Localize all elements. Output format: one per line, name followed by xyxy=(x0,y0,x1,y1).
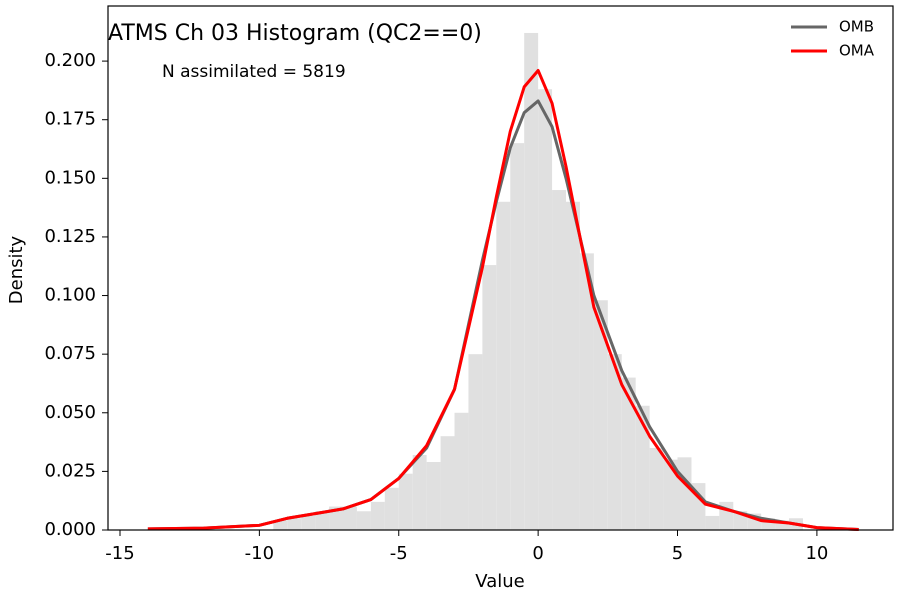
histogram-bar xyxy=(273,520,288,530)
histogram-bar xyxy=(579,253,594,531)
histogram-bar xyxy=(677,457,692,530)
histogram-bar xyxy=(412,454,427,530)
histogram-bar xyxy=(524,32,539,530)
kde-line xyxy=(147,68,859,532)
histogram-bar xyxy=(593,300,608,530)
y-tick-label: 0.050 xyxy=(44,402,96,423)
histogram-bar xyxy=(775,520,790,530)
histogram-bar xyxy=(287,518,302,530)
histogram-bar xyxy=(342,506,357,530)
histogram-bar xyxy=(384,487,399,530)
x-tick-label: 0 xyxy=(532,543,543,564)
x-axis-label: Value xyxy=(475,571,524,592)
y-tick-label: 0.125 xyxy=(44,226,96,247)
histogram-bar xyxy=(440,436,455,530)
y-tick-label: 0.200 xyxy=(44,50,96,71)
y-tick-label: 0.100 xyxy=(44,285,96,306)
histogram-bar xyxy=(538,89,553,531)
histogram-bar xyxy=(426,462,441,530)
histogram-bar xyxy=(482,265,497,530)
histogram-bar xyxy=(552,190,567,530)
histogram-bar xyxy=(510,143,525,530)
histogram-bar xyxy=(635,405,650,530)
y-tick-label: 0.175 xyxy=(44,109,96,130)
x-tick-label: 5 xyxy=(672,543,683,564)
histogram-bar xyxy=(370,501,385,530)
histogram-bar xyxy=(663,459,678,530)
chart-title: ATMS Ch 03 Histogram (QC2==0) xyxy=(108,21,482,46)
histogram-bar xyxy=(621,377,636,530)
histogram-bar xyxy=(566,201,580,530)
histogram-bar xyxy=(329,506,343,530)
y-tick-label: 0.000 xyxy=(44,519,96,540)
legend-label: OMB xyxy=(839,18,874,36)
x-tick-label: -5 xyxy=(390,543,408,564)
x-tick-label: 10 xyxy=(805,543,828,564)
histogram-bar xyxy=(705,515,720,530)
histogram-bar xyxy=(761,518,776,530)
histogram-bar xyxy=(301,515,316,530)
y-tick-label: 0.025 xyxy=(44,460,96,481)
y-axis-label: Density xyxy=(6,235,27,304)
y-tick-label: 0.075 xyxy=(44,343,96,364)
histogram-bar xyxy=(496,201,511,530)
x-tick-label: -10 xyxy=(245,543,274,564)
histogram-bar xyxy=(454,412,469,530)
histogram-bar xyxy=(356,511,371,530)
x-tick-label: -15 xyxy=(105,543,134,564)
histogram-bar xyxy=(398,473,413,530)
histogram-bar xyxy=(468,354,483,530)
histogram-bar xyxy=(649,447,664,530)
plot-frame xyxy=(107,5,894,531)
histogram-bar xyxy=(607,354,622,530)
y-tick-label: 0.150 xyxy=(44,167,96,188)
annotation: N assimilated = 5819 xyxy=(162,62,346,82)
legend-label: OMA xyxy=(839,42,875,60)
histogram-bar xyxy=(315,511,330,530)
